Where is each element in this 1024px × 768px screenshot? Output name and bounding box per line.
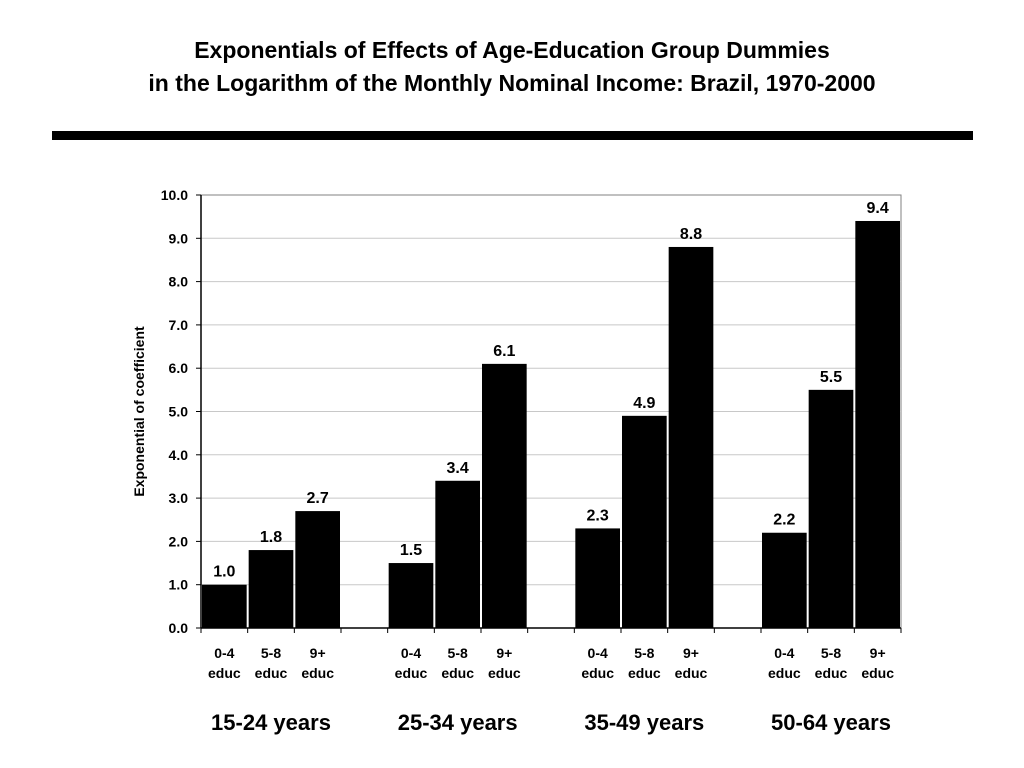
y-tick-label: 0.0 [169, 620, 189, 636]
x-category-sublabel: educ [488, 665, 521, 681]
group-label: 50-64 years [771, 710, 891, 735]
data-label: 2.3 [587, 507, 609, 524]
data-label: 5.5 [820, 369, 842, 386]
y-tick-label: 8.0 [169, 274, 189, 290]
x-category-sublabel: educ [675, 665, 708, 681]
data-label: 4.9 [633, 395, 655, 412]
data-label: 6.1 [493, 343, 515, 360]
y-tick-label: 10.0 [161, 187, 188, 203]
x-category-sublabel: educ [861, 665, 894, 681]
x-category-sublabel: educ [628, 665, 661, 681]
y-tick-label: 3.0 [169, 490, 189, 506]
x-category-label: 5-8 [261, 645, 281, 661]
x-category-sublabel: educ [768, 665, 801, 681]
x-category-sublabel: educ [208, 665, 241, 681]
bar [482, 363, 527, 628]
y-tick-label: 4.0 [169, 447, 189, 463]
y-tick-label: 7.0 [169, 317, 189, 333]
y-tick-label: 6.0 [169, 360, 189, 376]
x-category-label: 9+ [310, 645, 326, 661]
bar [668, 246, 714, 628]
data-label: 9.4 [867, 200, 889, 217]
x-category-label: 5-8 [448, 645, 468, 661]
x-category-label: 0-4 [401, 645, 421, 661]
x-category-label: 9+ [870, 645, 886, 661]
bar [855, 220, 900, 629]
x-category-sublabel: educ [301, 665, 334, 681]
y-tick-label: 1.0 [169, 577, 189, 593]
y-axis-title: Exponential of coefficient [131, 326, 147, 497]
data-label: 2.7 [307, 490, 329, 507]
bar [622, 415, 667, 628]
data-label: 3.4 [447, 460, 469, 477]
x-category-label: 0-4 [588, 645, 608, 661]
x-category-label: 5-8 [634, 645, 654, 661]
bar [388, 563, 434, 628]
title-divider [52, 131, 973, 140]
bar [295, 511, 340, 628]
group-label: 35-49 years [584, 710, 704, 735]
x-category-sublabel: educ [815, 665, 848, 681]
y-tick-label: 5.0 [169, 404, 189, 420]
data-label: 1.5 [400, 542, 422, 559]
y-tick-label: 2.0 [169, 533, 189, 549]
group-label: 25-34 years [398, 710, 518, 735]
x-category-sublabel: educ [255, 665, 288, 681]
y-tick-label: 9.0 [169, 230, 189, 246]
data-label: 8.8 [680, 226, 702, 243]
x-category-label: 5-8 [821, 645, 841, 661]
x-category-sublabel: educ [581, 665, 614, 681]
data-label: 1.8 [260, 529, 282, 546]
chart-title-line2: in the Logarithm of the Monthly Nominal … [148, 70, 876, 96]
data-label: 1.0 [213, 564, 235, 581]
group-label: 15-24 years [211, 710, 331, 735]
x-category-sublabel: educ [441, 665, 474, 681]
bar [762, 532, 807, 628]
bar [202, 584, 247, 628]
x-category-label: 9+ [496, 645, 512, 661]
chart-title-line1: Exponentials of Effects of Age-Education… [194, 37, 830, 63]
x-category-label: 0-4 [214, 645, 234, 661]
bar [248, 550, 294, 628]
bar [808, 389, 854, 628]
x-category-label: 0-4 [774, 645, 794, 661]
chart-title: Exponentials of Effects of Age-Education… [0, 34, 1024, 100]
bar [435, 480, 480, 628]
x-category-label: 9+ [683, 645, 699, 661]
bar [575, 528, 620, 628]
data-label: 2.2 [773, 512, 795, 529]
x-category-sublabel: educ [395, 665, 428, 681]
